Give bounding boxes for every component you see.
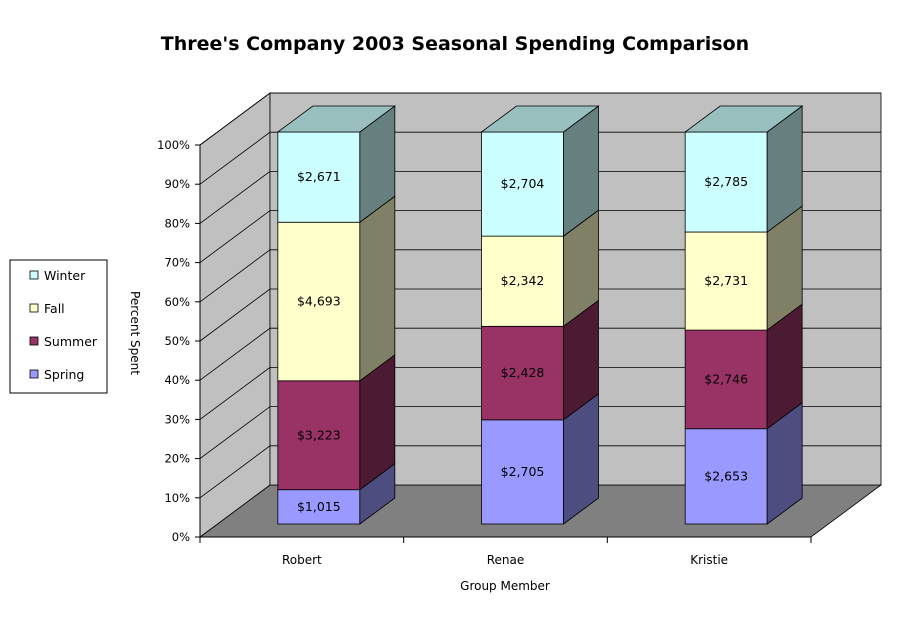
y-tick-label: 70% xyxy=(164,256,190,270)
y-tick-label: 100% xyxy=(157,138,190,152)
x-category-label: Kristie xyxy=(690,553,728,567)
data-label: $1,015 xyxy=(297,499,341,514)
y-axis-title: Percent Spent xyxy=(128,291,142,375)
legend-swatch xyxy=(29,336,39,346)
bar-front xyxy=(481,131,564,237)
gridline xyxy=(199,131,881,185)
bar-segment: $2,704 xyxy=(480,105,600,237)
legend-swatch xyxy=(29,270,39,280)
gridlines xyxy=(199,92,881,499)
x-category-label: Robert xyxy=(282,553,322,567)
legend-item: Spring xyxy=(29,367,84,382)
legend: Winter Fall Summer Spring xyxy=(9,259,108,394)
legend-label: Summer xyxy=(44,334,98,349)
data-label: $2,342 xyxy=(501,273,545,288)
gridline xyxy=(199,366,881,420)
y-tick-label: 0% xyxy=(172,530,190,544)
bar-stack: $1,015 $3,223 $4,693 $2,671 xyxy=(276,105,397,525)
y-tick-label: 60% xyxy=(164,295,190,309)
y-tick-label: 40% xyxy=(164,373,190,387)
bar-front xyxy=(481,325,564,421)
legend-item: Winter xyxy=(29,268,86,283)
bar-segment: $2,653 xyxy=(684,401,803,525)
x-category-labels: Robert Renae Kristie xyxy=(282,553,728,567)
data-label: $2,731 xyxy=(704,273,748,288)
bar-front xyxy=(277,380,361,491)
data-label: $3,223 xyxy=(297,427,341,442)
legend-box xyxy=(9,259,108,394)
data-label: $2,653 xyxy=(704,468,748,483)
axes xyxy=(195,144,812,543)
legend-item: Fall xyxy=(29,301,65,316)
chart-title: Three's Company 2003 Seasonal Spending C… xyxy=(161,33,749,55)
legend-item: Summer xyxy=(29,334,98,349)
legend-label: Spring xyxy=(44,367,84,382)
data-label: $4,693 xyxy=(297,294,341,309)
bar-front xyxy=(684,428,768,525)
bar-segment: $2,731 xyxy=(684,205,803,331)
data-label: $2,428 xyxy=(501,365,545,380)
gridline xyxy=(199,445,881,499)
y-tick-label: 30% xyxy=(164,412,190,426)
bar-top xyxy=(480,105,600,133)
bar-front xyxy=(277,221,361,382)
data-label: $2,785 xyxy=(704,174,748,189)
bar-side xyxy=(359,195,396,382)
bar-top xyxy=(683,105,804,133)
bar-segment: $3,223 xyxy=(277,354,396,491)
data-label: $2,746 xyxy=(704,371,748,386)
y-tick-label: 50% xyxy=(164,334,190,348)
gridline xyxy=(199,210,881,263)
y-tick-label: 20% xyxy=(164,452,190,466)
bar-stack: $2,705 $2,428 $2,342 $2,704 xyxy=(480,105,600,525)
bar-stack: $2,653 $2,746 $2,731 $2,785 xyxy=(683,105,804,525)
bar-segment: $2,342 xyxy=(481,209,599,328)
data-label: $2,704 xyxy=(501,176,545,191)
bar-top xyxy=(276,105,397,133)
y-tick-label: 80% xyxy=(164,216,190,230)
bar-segment: $2,428 xyxy=(481,299,599,421)
bar-segment: $2,705 xyxy=(481,393,599,525)
x-axis-title: Group Member xyxy=(460,579,550,593)
gridline xyxy=(199,92,881,146)
bar-segment: $1,015 xyxy=(277,462,396,525)
legend-label: Fall xyxy=(44,301,65,316)
bar-front xyxy=(684,329,768,430)
gridline xyxy=(199,249,881,303)
y-tick-label: 10% xyxy=(164,491,190,505)
gridline xyxy=(199,170,881,224)
bar-front xyxy=(277,489,361,525)
gridline xyxy=(199,288,881,342)
bar-front xyxy=(684,231,768,331)
legend-swatch xyxy=(29,369,39,379)
bar-front xyxy=(277,131,361,223)
bar-segment: $2,746 xyxy=(684,303,803,430)
legend-label: Winter xyxy=(44,268,86,283)
x-category-label: Renae xyxy=(487,553,525,567)
y-tick-labels: 0% 10% 20% 30% 40% 50% 60% 70% 80% 90% 100% xyxy=(157,138,190,544)
y-tick-label: 90% xyxy=(164,177,190,191)
bars: $1,015 $3,223 $4,693 $2,671 $2,705 $2,428 $2,3… xyxy=(276,105,804,525)
gridline xyxy=(199,327,881,381)
data-label: $2,705 xyxy=(501,464,545,479)
bar-front xyxy=(481,235,564,327)
legend-swatch xyxy=(29,303,39,313)
bar-segment: $2,785 xyxy=(683,105,804,233)
bar-segment: $4,693 xyxy=(277,195,396,382)
gridline xyxy=(199,406,881,459)
data-label: $2,671 xyxy=(297,169,341,184)
bar-segment: $2,671 xyxy=(276,105,397,224)
